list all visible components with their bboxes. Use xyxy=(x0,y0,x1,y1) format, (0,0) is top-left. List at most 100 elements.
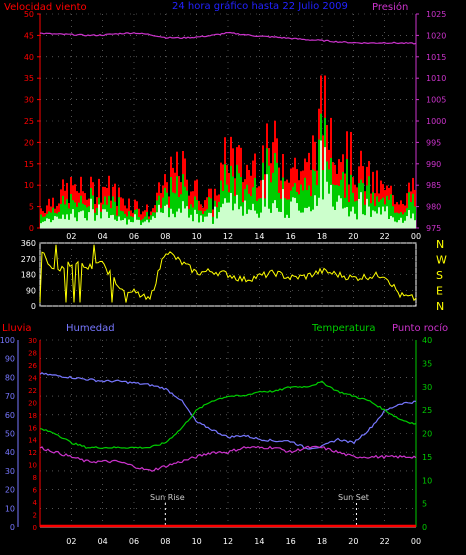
wind-avg-bar xyxy=(318,139,320,228)
wind-min-bar xyxy=(80,211,82,228)
wind-min-bar xyxy=(388,218,390,228)
wind-avg-bar xyxy=(404,212,406,228)
top-x-tick-label: 14 xyxy=(254,232,264,241)
humidity-tick-label: 80 xyxy=(5,373,15,382)
pressure-tick-label: 985 xyxy=(426,181,441,190)
direction-tick-label: 0 xyxy=(31,302,36,311)
wind-tick-label: 35 xyxy=(24,74,34,83)
wind-min-bar xyxy=(138,219,140,228)
rain-tick-label: 2 xyxy=(33,512,37,520)
wind-min-bar xyxy=(126,224,128,228)
wind-min-bar xyxy=(228,202,230,228)
wind-min-bar xyxy=(170,208,172,228)
pressure-tick-label: 995 xyxy=(426,138,441,147)
wind-min-bar xyxy=(66,214,68,228)
wind-min-bar xyxy=(284,217,286,228)
wind-avg-bar xyxy=(232,176,234,228)
wind-min-bar xyxy=(206,216,208,228)
temperature-label: Temperatura xyxy=(311,323,376,334)
wind-min-bar xyxy=(360,192,362,228)
wind-min-bar xyxy=(52,220,54,228)
wind-min-bar xyxy=(194,209,196,228)
wind-min-bar xyxy=(312,209,314,228)
bottom-x-tick-label: 20 xyxy=(348,537,358,546)
wind-min-bar xyxy=(226,202,228,228)
wind-min-bar xyxy=(186,206,188,228)
wind-min-bar xyxy=(94,220,96,228)
wind-min-bar xyxy=(322,199,324,228)
wind-min-bar xyxy=(376,213,378,228)
humidity-tick-label: 0 xyxy=(10,523,15,532)
wind-min-bar xyxy=(130,222,132,228)
top-x-tick-label: 20 xyxy=(348,232,358,241)
wind-min-bar xyxy=(378,207,380,228)
wind-min-bar xyxy=(242,215,244,228)
wind-min-bar xyxy=(358,199,360,228)
wind-min-bar xyxy=(178,208,180,228)
wind-min-bar xyxy=(174,217,176,228)
wind-min-bar xyxy=(406,216,408,228)
wind-min-bar xyxy=(380,214,382,228)
wind-min-bar xyxy=(120,220,122,228)
humidity-tick-label: 10 xyxy=(5,504,15,513)
wind-avg-bar xyxy=(84,204,86,228)
wind-avg-bar xyxy=(272,172,274,228)
wind-min-bar xyxy=(252,203,254,228)
wind-avg-bar xyxy=(334,185,336,228)
wind-min-bar xyxy=(320,140,322,228)
wind-min-bar xyxy=(364,215,366,228)
wind-avg-bar xyxy=(40,214,42,228)
wind-min-bar xyxy=(334,210,336,228)
bottom-x-tick-label: 10 xyxy=(192,537,202,546)
wind-tick-label: 10 xyxy=(24,181,34,190)
rain-tick-label: 12 xyxy=(28,449,37,457)
wind-min-bar xyxy=(60,218,62,228)
wind-min-bar xyxy=(64,219,66,228)
wind-min-bar xyxy=(84,218,86,228)
rain-tick-label: 18 xyxy=(28,412,37,420)
wind-avg-bar xyxy=(70,193,72,228)
wind-avg-bar xyxy=(258,198,260,228)
wind-min-bar xyxy=(248,209,250,228)
temperature-tick-label: 35 xyxy=(422,359,432,368)
wind-min-bar xyxy=(234,203,236,228)
pressure-label: Presión xyxy=(372,1,408,13)
wind-avg-bar xyxy=(392,206,394,228)
wind-avg-bar xyxy=(304,177,306,228)
top-x-tick-label: 16 xyxy=(286,232,296,241)
wind-min-bar xyxy=(370,216,372,228)
wind-min-bar xyxy=(302,212,304,228)
wind-min-bar xyxy=(362,214,364,228)
wind-avg-bar xyxy=(126,216,128,228)
wind-min-bar xyxy=(256,213,258,228)
wind-min-bar xyxy=(300,212,302,228)
wind-min-bar xyxy=(148,222,150,228)
wind-avg-bar xyxy=(64,204,66,228)
wind-min-bar xyxy=(298,210,300,228)
rain-tick-label: 22 xyxy=(28,387,37,395)
rain-tick-label: 30 xyxy=(28,337,37,345)
wind-min-bar xyxy=(128,219,130,228)
wind-min-bar xyxy=(230,192,232,228)
wind-min-bar xyxy=(260,212,262,228)
wind-min-bar xyxy=(330,184,332,228)
wind-min-bar xyxy=(108,217,110,228)
wind-avg-bar xyxy=(180,194,182,228)
wind-min-bar xyxy=(54,216,56,228)
wind-min-bar xyxy=(224,198,226,228)
humidity-line xyxy=(39,372,417,450)
rain-tick-label: 8 xyxy=(33,474,37,482)
wind-avg-bar xyxy=(412,193,414,228)
bottom-x-tick-label: 06 xyxy=(129,537,139,546)
wind-avg-bar xyxy=(270,182,272,228)
rain-tick-label: 16 xyxy=(28,424,37,432)
pressure-line xyxy=(39,31,417,45)
top-x-tick-label: 22 xyxy=(380,232,390,241)
wind-min-bar xyxy=(268,208,270,228)
wind-avg-bar xyxy=(276,162,278,228)
wind-avg-bar xyxy=(278,192,280,228)
wind-min-bar xyxy=(366,198,368,228)
wind-min-bar xyxy=(172,213,174,228)
humidity-tick-label: 20 xyxy=(5,486,15,495)
wind-avg-bar xyxy=(302,190,304,228)
